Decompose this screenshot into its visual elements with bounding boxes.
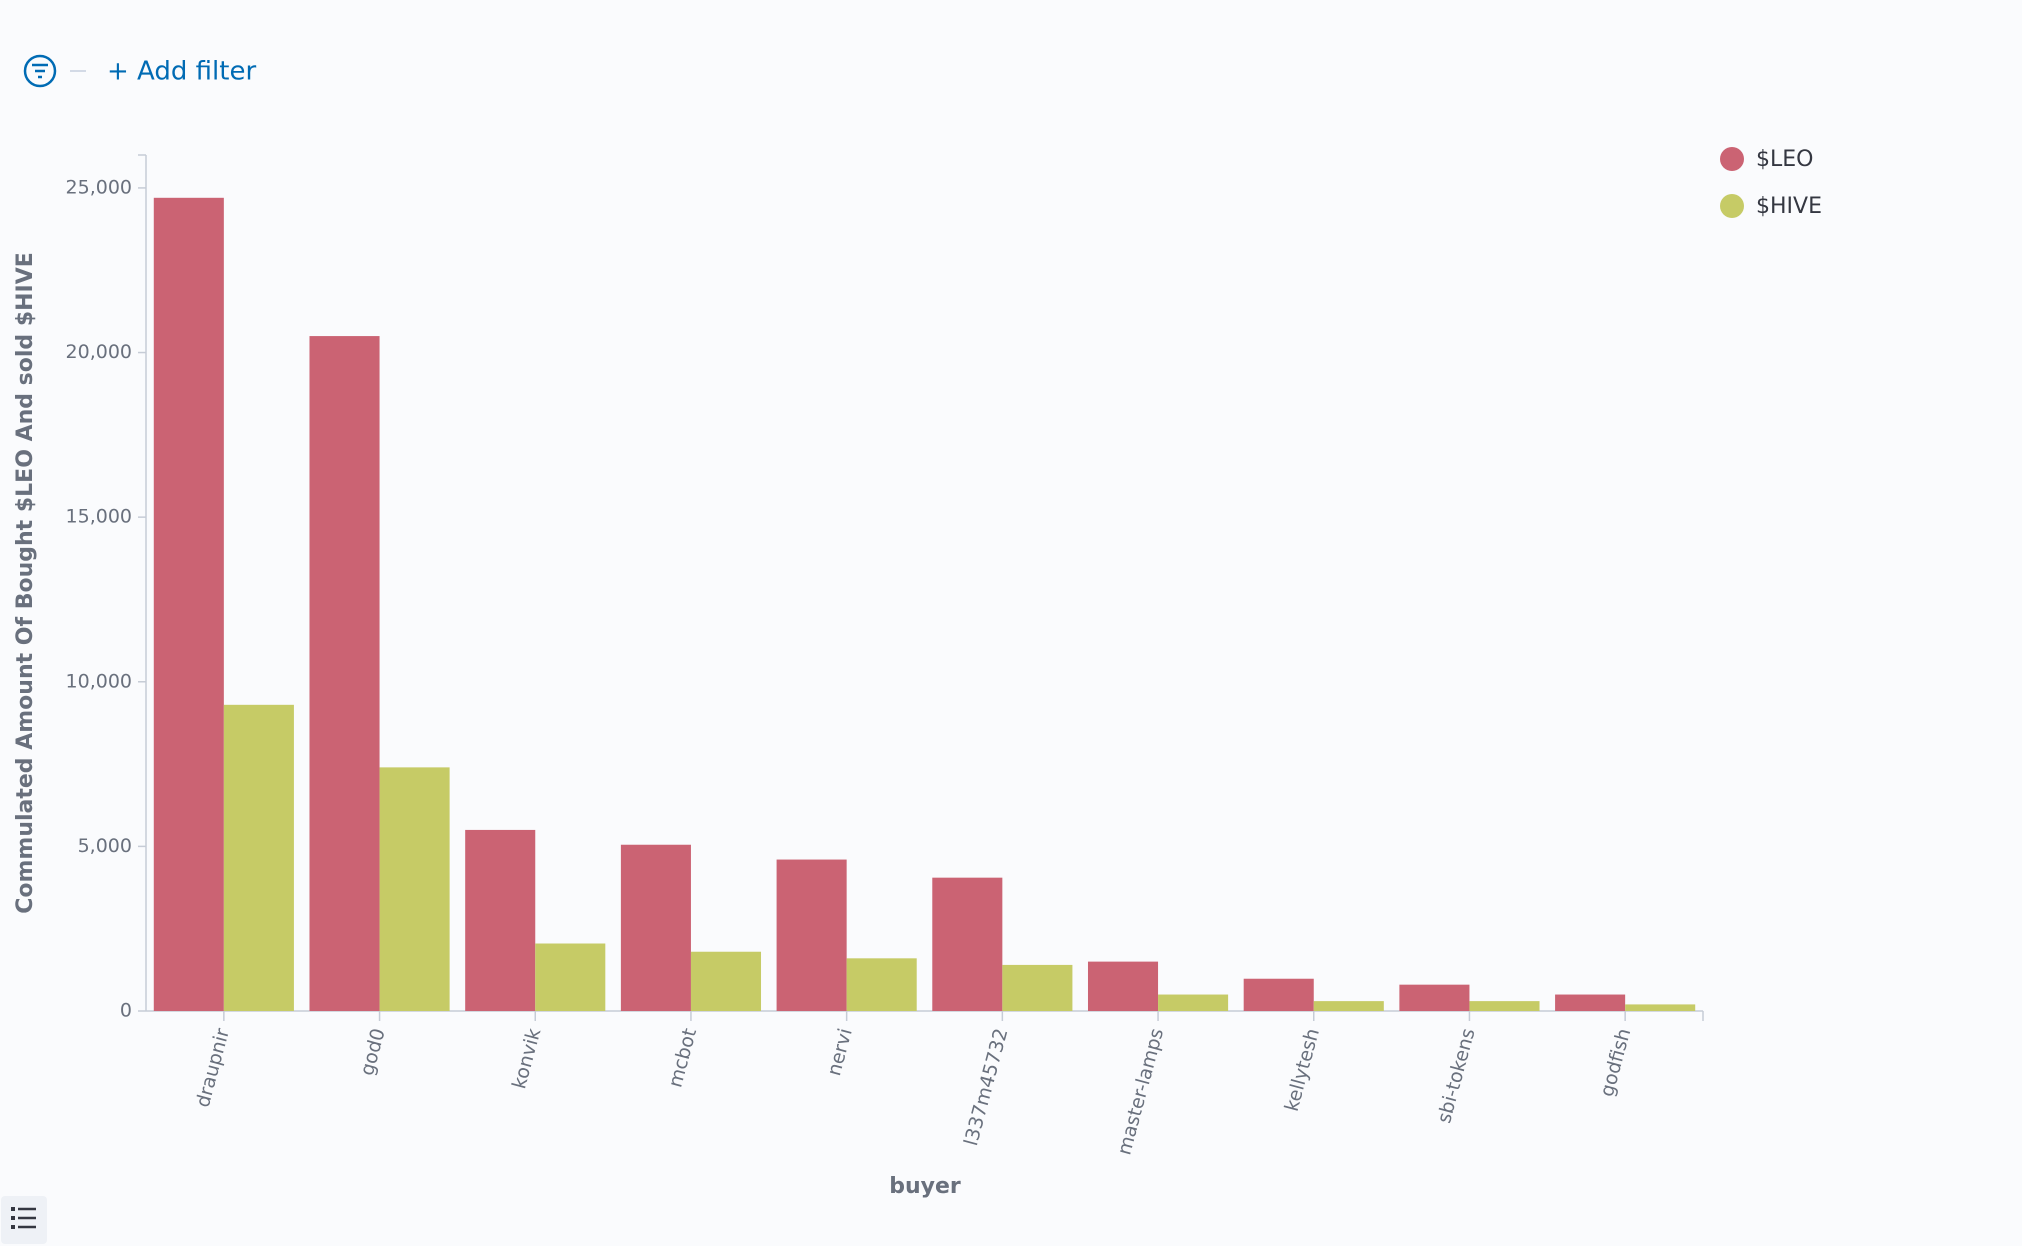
bar [153, 197, 224, 1012]
bar [846, 958, 917, 1011]
x-tick-label: l337m45732 [960, 1026, 1012, 1148]
x-tick-label: godfish [1596, 1026, 1635, 1099]
list-icon-dot [11, 1225, 15, 1229]
bar [776, 859, 847, 1011]
bar [1313, 1001, 1384, 1011]
bar [1158, 994, 1229, 1011]
bar [620, 844, 691, 1011]
bar [309, 336, 380, 1012]
legend-marker [1720, 194, 1744, 218]
x-tick-label: konvik [508, 1026, 545, 1091]
x-tick-label: master-lamps [1113, 1026, 1168, 1157]
bar [535, 943, 606, 1011]
x-tick-label: draupnir [192, 1026, 234, 1110]
x-tick-label: sbi-tokens [1433, 1026, 1479, 1126]
bar [379, 767, 450, 1011]
y-tick-label: 20,000 [66, 341, 132, 363]
x-axis-title: buyer [889, 1174, 961, 1199]
bar [1555, 994, 1626, 1011]
x-tick-label: mcbot [664, 1026, 701, 1090]
x-tick-label: god0 [356, 1026, 390, 1078]
bar [1243, 978, 1314, 1011]
y-tick-label: 15,000 [66, 506, 132, 528]
bar [223, 704, 294, 1011]
bar [1469, 1001, 1540, 1011]
y-axis-title: Commulated Amount Of Bought $LEO And sol… [13, 252, 38, 914]
bar [465, 829, 536, 1011]
y-tick-label: 5,000 [78, 835, 132, 857]
bar [1625, 1004, 1696, 1011]
add-filter[interactable]: + Add filter [107, 57, 256, 87]
bar [1399, 984, 1470, 1011]
list-icon-dot [11, 1207, 15, 1211]
bar [690, 951, 762, 1011]
y-tick-label: 10,000 [66, 670, 132, 692]
y-tick-label: 25,000 [66, 176, 132, 198]
filter-icon[interactable] [23, 54, 57, 88]
list-icon-dot [11, 1216, 15, 1220]
y-tick-label: 0 [120, 1000, 132, 1022]
legend-marker [1720, 147, 1744, 171]
legend-label: $HIVE [1756, 194, 1822, 219]
list-button-bg[interactable] [1, 1196, 47, 1244]
legend-label: $LEO [1756, 147, 1813, 172]
bar [932, 877, 1003, 1011]
x-tick-label: nervi [823, 1026, 857, 1078]
bar [1002, 964, 1073, 1011]
list-button[interactable] [1, 1196, 47, 1244]
x-tick-label: kellytesh [1281, 1026, 1324, 1114]
bar [1087, 961, 1159, 1011]
filter-bar: + Add filter [23, 54, 256, 88]
